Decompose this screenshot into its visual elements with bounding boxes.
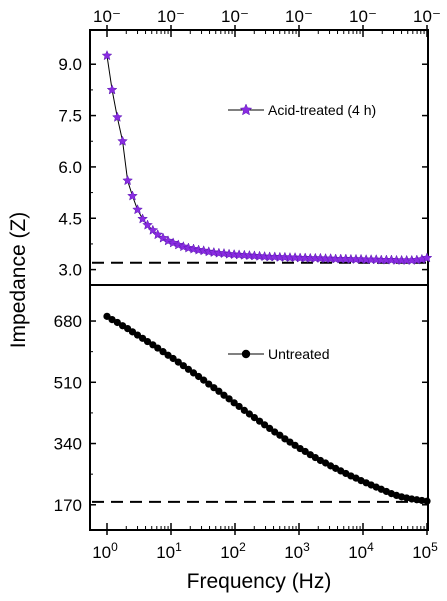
y-tick-label: 680 (54, 312, 82, 331)
bottom-panel-frame (89, 284, 429, 531)
y-tick-label: 9.0 (58, 55, 82, 74)
data-point-circle (423, 497, 431, 505)
data-point-circle (189, 369, 198, 377)
data-point-circle (179, 362, 187, 370)
y-tick-label: 7.5 (58, 107, 82, 126)
data-point-circle (250, 413, 259, 422)
legend-label: Untreated (268, 346, 329, 362)
series-untreated (103, 312, 431, 505)
x-tick-label: 104 (348, 540, 374, 562)
y-tick-label: 510 (54, 373, 82, 392)
data-point-star (218, 247, 230, 259)
top-tick-label: 10⁻ (93, 7, 121, 26)
y-tick-label: 170 (54, 496, 82, 515)
data-point-circle (159, 348, 167, 356)
data-point-circle (108, 315, 116, 324)
data-point-circle (195, 372, 203, 381)
data-point-star (193, 244, 204, 255)
data-point-circle (184, 365, 192, 373)
top-tick-label: 10⁻ (413, 7, 441, 26)
x-tick-label: 100 (92, 540, 118, 562)
data-point-circle (255, 417, 264, 425)
data-point-star (127, 190, 138, 201)
y-tick-label: 6.0 (58, 158, 82, 177)
data-point-star (142, 219, 153, 230)
x-tick-label: 102 (220, 540, 246, 562)
x-tick-label: 101 (156, 540, 182, 562)
baselines (92, 261, 426, 503)
data-point-circle (230, 399, 238, 407)
data-point-circle (143, 337, 152, 346)
top-panel-frame (89, 29, 429, 286)
data-point-circle (225, 395, 233, 403)
data-point-circle (276, 431, 284, 439)
top-tick-label: 10⁻ (221, 7, 249, 26)
x-tick-label: 103 (284, 540, 310, 562)
data-point-circle (266, 424, 274, 432)
data-point-star (117, 135, 128, 146)
data-point-star (106, 84, 118, 95)
data-point-circle (113, 318, 121, 327)
data-point-star (147, 224, 159, 235)
data-point-star (183, 242, 194, 253)
legend-label: Acid-treated (4 h) (268, 102, 376, 118)
data-point-circle (210, 384, 218, 392)
legends: Acid-treated (4 h) Untreated (228, 102, 376, 362)
data-point-star (203, 246, 215, 257)
bottom-panel-ticks: 170 340 510 680 100 101 102 103 104 105 (54, 312, 438, 562)
data-point-star (101, 50, 113, 61)
data-point-star (208, 246, 220, 258)
x-axis-label: Frequency (Hz) (187, 570, 332, 593)
data-point-circle (240, 406, 248, 414)
data-point-circle (215, 387, 223, 395)
data-point-star (137, 213, 148, 224)
data-point-circle (205, 380, 213, 388)
y-axis-label: Impedance (Z) (7, 212, 30, 349)
data-point-circle (220, 391, 228, 399)
data-point-star (122, 174, 133, 186)
data-point-star (421, 252, 433, 263)
data-point-circle (235, 402, 243, 411)
top-tick-label: 10⁻ (349, 7, 377, 26)
data-point-circle (260, 421, 269, 429)
y-tick-label: 4.5 (58, 209, 82, 228)
data-point-circle (200, 376, 208, 384)
top-panel-ticks: 3.0 4.5 6.0 7.5 9.0 10⁻ 10⁻ 10⁻ 10⁻ 10⁻ 10⁻ (58, 7, 441, 280)
data-point-circle (245, 410, 254, 418)
data-point-star (132, 204, 143, 215)
data-point-circle (174, 358, 182, 366)
y-tick-label: 340 (54, 435, 82, 454)
y-tick-label: 3.0 (58, 261, 82, 280)
x-tick-label: 105 (412, 540, 438, 562)
top-tick-label: 10⁻ (157, 7, 185, 26)
legend-star (239, 103, 253, 116)
legend-circle (241, 349, 251, 359)
series-acid-treated (101, 50, 433, 265)
data-point-circle (154, 344, 162, 352)
data-point-star (111, 111, 123, 122)
top-tick-label: 10⁻ (285, 7, 313, 26)
data-point-circle (169, 354, 177, 363)
